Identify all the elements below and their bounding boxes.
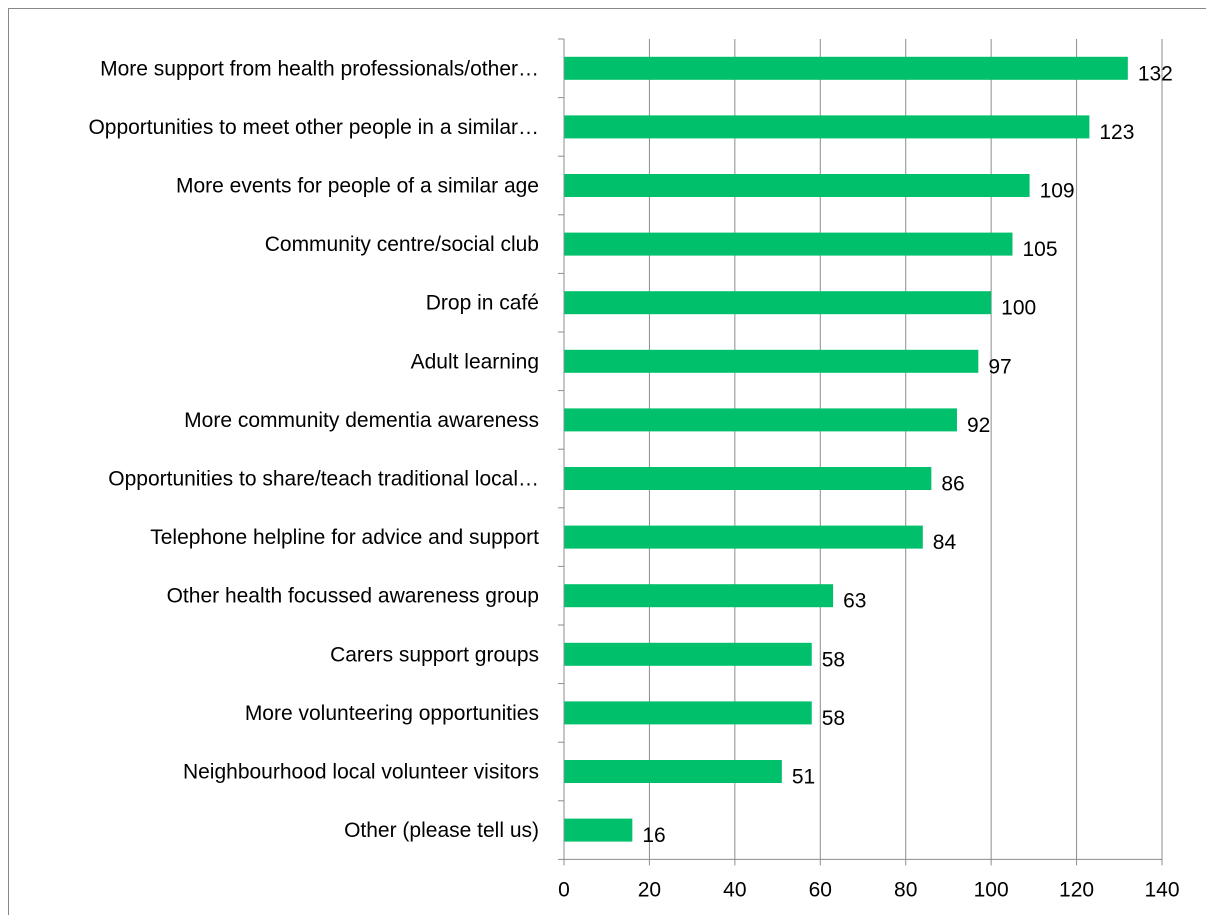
x-tick-labels: 0 20 40 60 80 100 120 140: [558, 878, 1179, 901]
bars: [564, 56, 1128, 842]
category-label: More events for people of a similar age: [176, 175, 539, 198]
data-label: 16: [642, 824, 665, 847]
data-label: 58: [822, 648, 845, 671]
data-label: 63: [843, 590, 866, 613]
bar: [564, 291, 992, 315]
data-label: 123: [1099, 121, 1134, 144]
category-label: More support from health professionals/o…: [100, 57, 539, 80]
category-label: Adult learning: [411, 350, 539, 373]
category-label: Neighbourhood local volunteer visitors: [183, 761, 539, 784]
data-labels: 132 123 109 105 100 97 92 86 84 63 58 58 51 16: [642, 62, 1173, 847]
data-label: 84: [933, 531, 957, 554]
data-label: 105: [1023, 238, 1058, 261]
bar: [564, 584, 834, 608]
category-label: Opportunities to share/teach traditional…: [108, 468, 539, 491]
x-tick-label: 20: [638, 878, 661, 901]
category-label: Community centre/social club: [265, 233, 539, 256]
x-tick-label: 100: [974, 878, 1009, 901]
axes: [558, 38, 1163, 866]
bar: [564, 525, 923, 549]
data-label: 109: [1040, 180, 1075, 203]
data-label: 86: [941, 473, 964, 496]
bar: [564, 701, 812, 725]
category-labels: More support from health professionals/o…: [88, 57, 539, 842]
data-label: 51: [792, 766, 815, 789]
x-tick-label: 40: [723, 878, 746, 901]
data-label: 92: [967, 414, 990, 437]
category-label: Other health focussed awareness group: [167, 585, 539, 608]
x-tick-label: 140: [1144, 878, 1179, 901]
bar: [564, 349, 979, 373]
bar: [564, 56, 1128, 80]
bar: [564, 408, 957, 432]
x-tick-label: 0: [558, 878, 570, 901]
bar: [564, 818, 633, 842]
category-label: More community dementia awareness: [184, 409, 539, 432]
bar: [564, 467, 932, 490]
chart-frame: More support from health professionals/o…: [8, 8, 1206, 915]
data-label: 100: [1001, 297, 1036, 320]
bar: [564, 174, 1030, 197]
bar: [564, 760, 782, 783]
category-label: Telephone helpline for advice and suppor…: [150, 526, 539, 549]
category-label: Other (please tell us): [344, 819, 539, 842]
x-tick-label: 60: [809, 878, 832, 901]
data-label: 58: [822, 707, 845, 730]
bar: [564, 642, 812, 666]
x-tick-label: 120: [1059, 878, 1094, 901]
bar: [564, 115, 1090, 139]
category-label: More volunteering opportunities: [245, 702, 539, 725]
bar-chart: More support from health professionals/o…: [88, 38, 1180, 901]
data-label: 97: [988, 355, 1011, 378]
x-tick-label: 80: [894, 878, 917, 901]
category-label: Opportunities to meet other people in a …: [88, 116, 539, 139]
bar: [564, 232, 1013, 256]
category-label: Carers support groups: [330, 643, 539, 666]
category-label: Drop in café: [426, 292, 539, 315]
gridlines: [648, 39, 1163, 860]
data-label: 132: [1138, 62, 1173, 85]
